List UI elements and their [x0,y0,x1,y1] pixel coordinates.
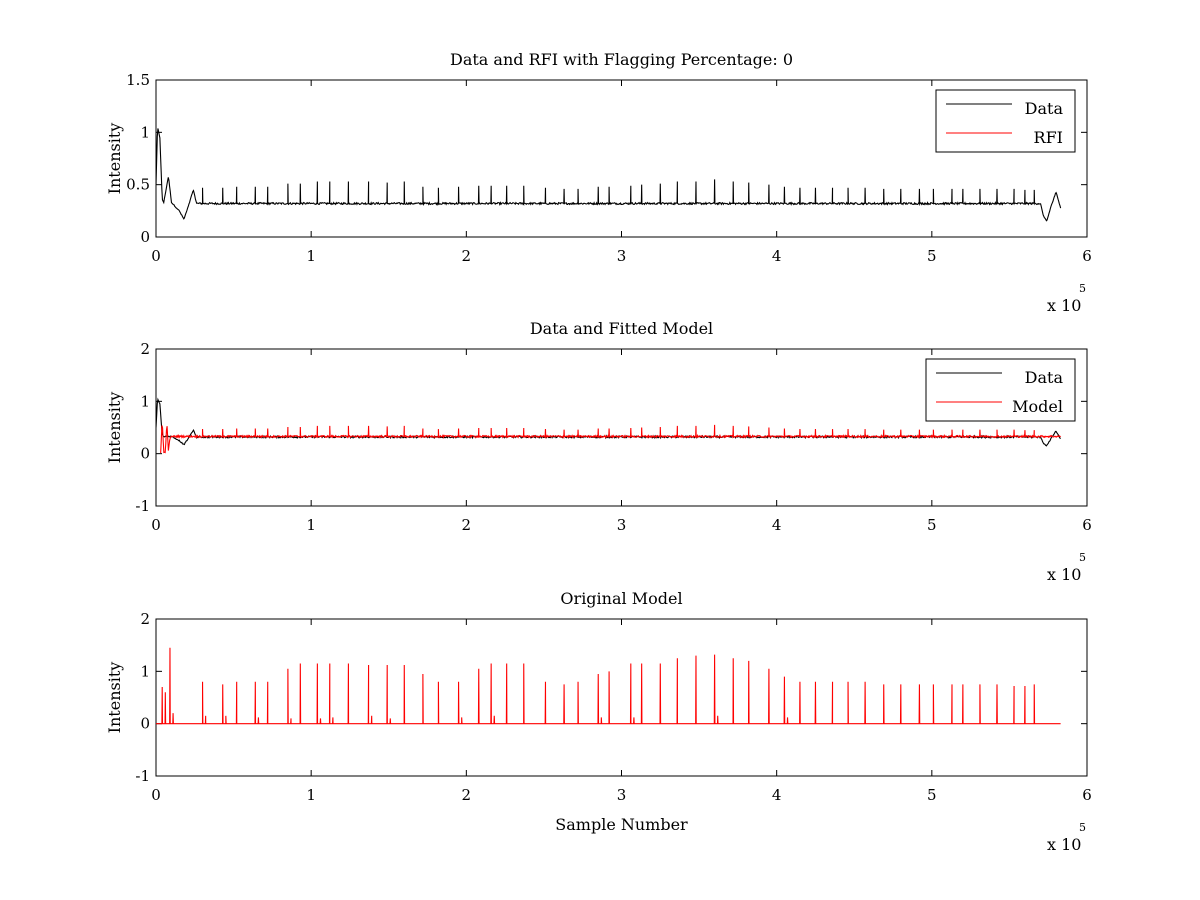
y-tick-label: 1 [140,123,150,141]
y-tick-label: -1 [135,497,150,515]
x-tick-label: 5 [927,786,937,804]
x-tick-label: 2 [462,516,472,534]
plot-area [156,397,1061,454]
plot-area [156,647,1061,725]
x-axis-label: Sample Number [555,815,688,834]
chart-title: Data and RFI with Flagging Percentage: 0 [450,50,793,69]
legend: Data Model [925,358,1076,422]
y-tick-label: 0.5 [126,176,150,194]
y-tick-label: 0 [140,715,150,733]
y-tick-label: 2 [140,610,150,628]
x-tick-label: 2 [462,786,472,804]
x-tick-label: 3 [617,786,627,804]
y-tick-label: 1 [140,662,150,680]
x-multiplier-exponent: 5 [1079,551,1086,564]
x-multiplier-exponent: 5 [1079,821,1086,834]
x-tick-label: 4 [772,516,782,534]
x-multiplier: x 10 [1047,835,1081,854]
x-tick-label: 4 [772,247,782,265]
x-multiplier: x 10 [1047,296,1081,315]
series-line-data [156,128,1062,222]
x-tick-label: 6 [1082,516,1092,534]
legend-box [925,358,1076,422]
y-tick-label: 0 [140,228,150,246]
x-tick-label: 1 [306,516,316,534]
legend-box [935,89,1076,153]
x-tick-label: 6 [1082,786,1092,804]
axes-frame [155,618,1088,777]
x-multiplier-exponent: 5 [1079,282,1086,295]
y-tick-label: 1 [140,392,150,410]
legend-label-data: Data [1025,368,1064,387]
x-tick-label: 2 [462,247,472,265]
x-tick-label: 5 [927,516,937,534]
legend-label-model: Model [1012,397,1063,416]
chart-title: Data and Fitted Model [530,319,713,338]
x-tick-label: 0 [151,786,161,804]
y-axis-label: Intensity [105,662,124,734]
series-line-model [156,647,1061,725]
y-tick-label: 1.5 [126,71,150,89]
x-tick-label: 6 [1082,247,1092,265]
plot-area [156,128,1062,222]
legend-label-rfi: RFI [1034,128,1063,147]
x-tick-label: 3 [617,516,627,534]
subplot-1: 0 1 2 3 4 5 6 0 0.5 1 1.5 Data and RFI with Flaggin… [105,50,1092,315]
x-tick-label: 1 [306,786,316,804]
x-tick-label: 1 [306,247,316,265]
x-tick-label: 3 [617,247,627,265]
x-tick-label: 0 [151,247,161,265]
legend-label-data: Data [1025,99,1064,118]
x-multiplier: x 10 [1047,565,1081,584]
chart-title: Original Model [560,589,682,608]
series-line-model [160,424,1061,454]
y-tick-label: 2 [140,340,150,358]
legend: Data RFI [935,89,1076,153]
x-tick-label: 0 [151,516,161,534]
y-tick-label: 0 [140,445,150,463]
y-tick-label: -1 [135,767,150,785]
axes-frame [155,79,1088,238]
x-tick-label: 5 [927,247,937,265]
y-axis-label: Intensity [105,123,124,195]
y-axis-label: Intensity [105,392,124,464]
x-tick-label: 4 [772,786,782,804]
